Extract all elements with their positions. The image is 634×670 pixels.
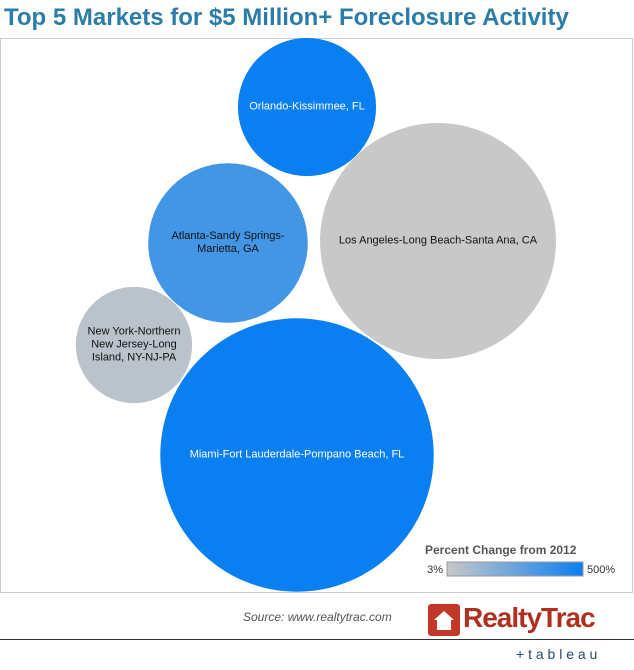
bubble-label: New York-Northern New Jersey-Long Island… — [87, 325, 181, 364]
footer-logo: + t a b l e a u — [516, 646, 598, 662]
bubble — [75, 286, 193, 404]
logo-house — [434, 611, 454, 630]
bubble — [320, 123, 556, 359]
logo-text: RealtyTrac — [463, 602, 596, 633]
bubble-label: Atlanta-Sandy Springs-Marietta, GA — [171, 230, 285, 255]
bubble-label: Los Angeles-Long Beach-Santa Ana, CA — [338, 234, 538, 247]
legend-title: Percent Change from 2012 — [425, 543, 577, 557]
color-tick-label: 500% — [587, 564, 615, 576]
bubble-label: Orlando-Kissimmee, FL — [249, 100, 365, 113]
source: Source: www.realtytrac.com — [243, 610, 392, 624]
chart-title: Top 5 Markets for $5 Million+ Foreclosur… — [4, 4, 569, 31]
plot-frame — [0, 38, 633, 593]
color-tick-label: 3% — [427, 564, 443, 576]
bubble — [148, 163, 308, 323]
bubble — [237, 37, 377, 177]
bubble — [160, 318, 434, 592]
bubble-label: Miami-Fort Lauderdale-Pompano Beach, FL — [189, 448, 405, 461]
color-scale — [446, 561, 584, 577]
